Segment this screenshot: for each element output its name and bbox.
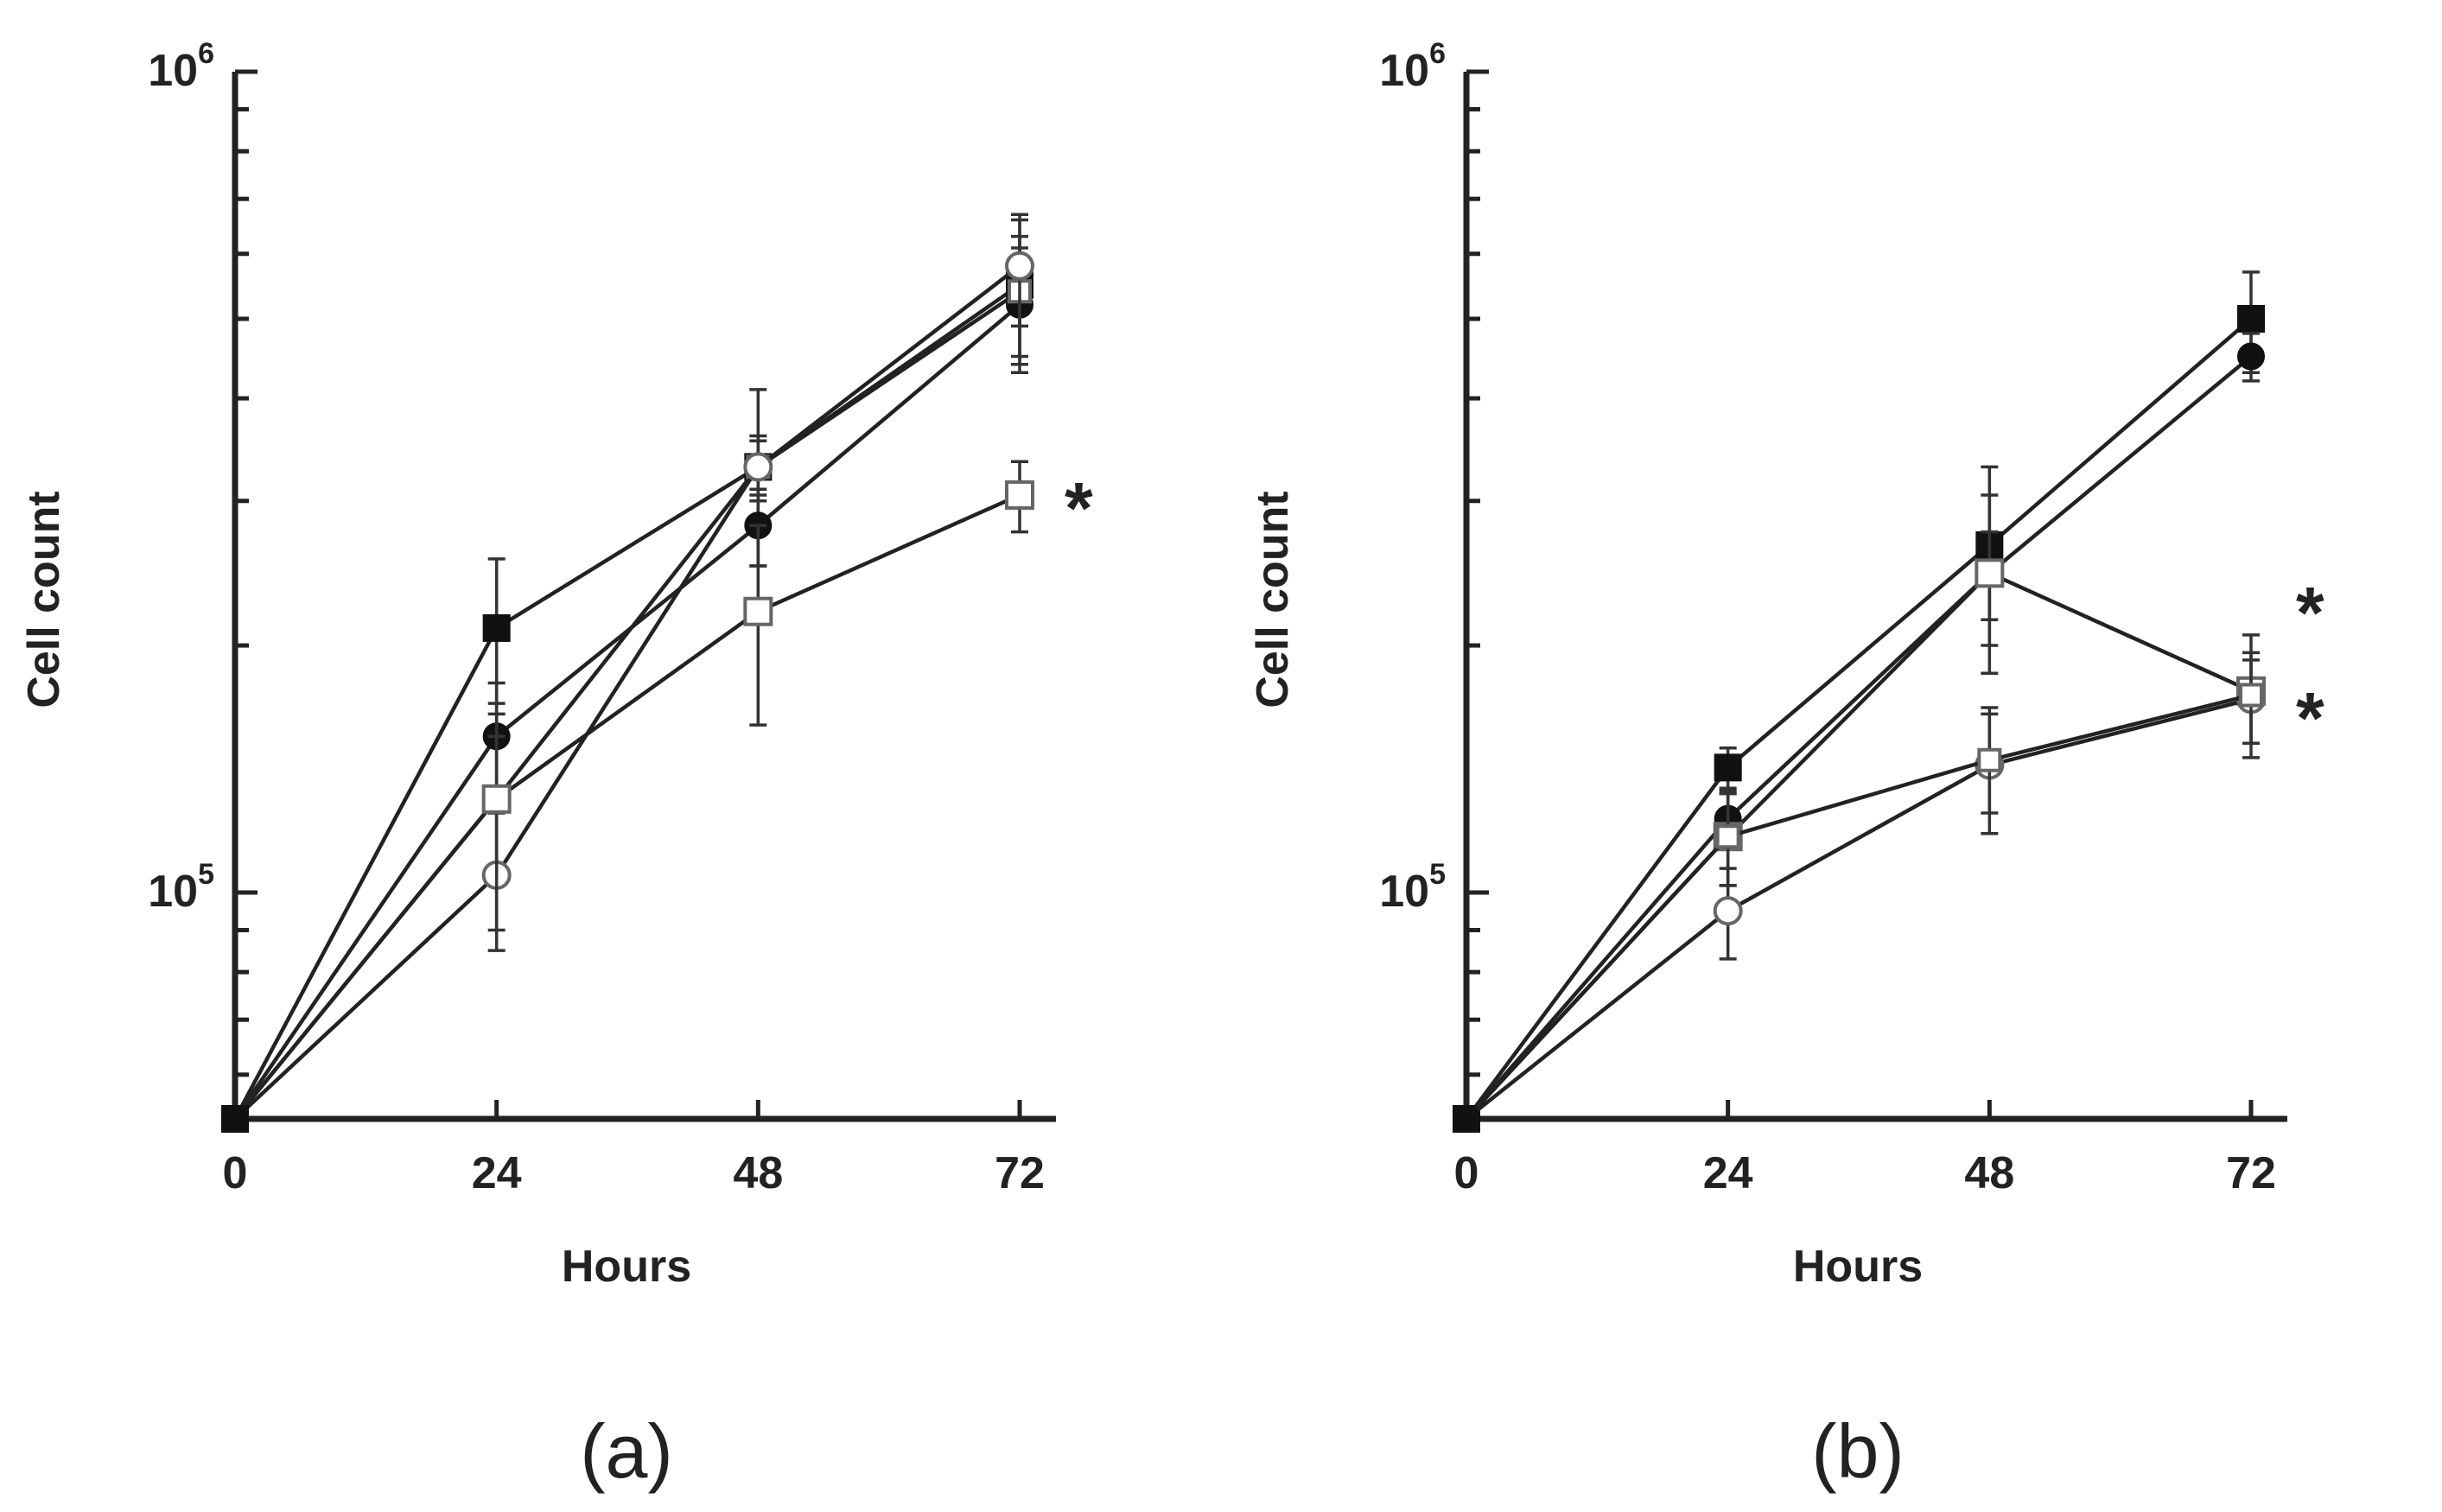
x-tick-label: 72 [2226,1148,2276,1198]
series-open-square [221,460,1034,1133]
y-axis-title: Cell count [19,491,69,708]
series-filled-circle [221,246,1033,1133]
panel-label: (a) [580,1408,673,1494]
series-open-square-small [1455,651,2263,1130]
x-tick-label: 72 [995,1148,1045,1198]
chart-panel-b: 105 106 0 24 48 72 Hours Cell count (b) * * [1248,37,2324,1494]
significance-asterisk: * [2296,572,2324,653]
data-point-square [743,596,773,626]
data-point-square [221,1105,249,1133]
series-line [1465,354,2253,1121]
series-open-circle [1453,658,2266,1133]
chart-panel-a: 105 106 0 24 48 72 Hours Cell count (a) * [19,37,1093,1494]
series-line [1465,693,2252,1121]
series-open-circle [221,213,1034,1133]
x-axis-title: Hours [562,1242,691,1292]
y-tick-label: 105 [1379,858,1446,917]
series-line [1465,317,2253,1121]
data-point-circle [2237,342,2265,371]
x-tick-label: 0 [223,1148,248,1198]
data-point-square [1977,747,2002,772]
data-point-square [1005,480,1034,510]
x-tick-label: 48 [1964,1148,2014,1198]
significance-asterisk: * [1065,467,1093,549]
series-open-square-small [224,234,1032,1130]
series-filled-square [221,218,1033,1133]
data-point-square [481,784,512,814]
data-point-circle [1713,896,1743,926]
series-open-square [1453,493,2266,1133]
data-point-square [1455,1108,1478,1130]
data-point-square [1714,753,1742,782]
series-line [233,283,1021,1121]
series-filled-circle [1453,332,2265,1133]
data-point-square [2239,683,2263,708]
series-line [233,492,1021,1121]
data-point-square [482,613,511,642]
data-point-square [1975,558,2005,588]
series-line [233,303,1021,1121]
series-line [1465,697,2252,1121]
data-point-circle [743,452,773,482]
series-line [233,264,1021,1121]
y-tick-label: 105 [148,858,214,917]
significance-asterisk: * [2296,677,2324,759]
x-tick-label: 0 [1454,1148,1479,1198]
y-tick-label: 106 [1379,37,1446,96]
x-axis-title: Hours [1793,1242,1923,1292]
data-point-circle [1005,251,1034,281]
data-point-square [2237,304,2265,333]
y-axis-title: Cell count [1248,491,1298,708]
y-tick-label: 106 [148,37,214,96]
x-tick-label: 24 [472,1148,522,1198]
x-tick-label: 24 [1703,1148,1753,1198]
data-point-square [1715,824,1740,849]
panel-label: (b) [1811,1408,1905,1494]
x-tick-label: 48 [733,1148,783,1198]
